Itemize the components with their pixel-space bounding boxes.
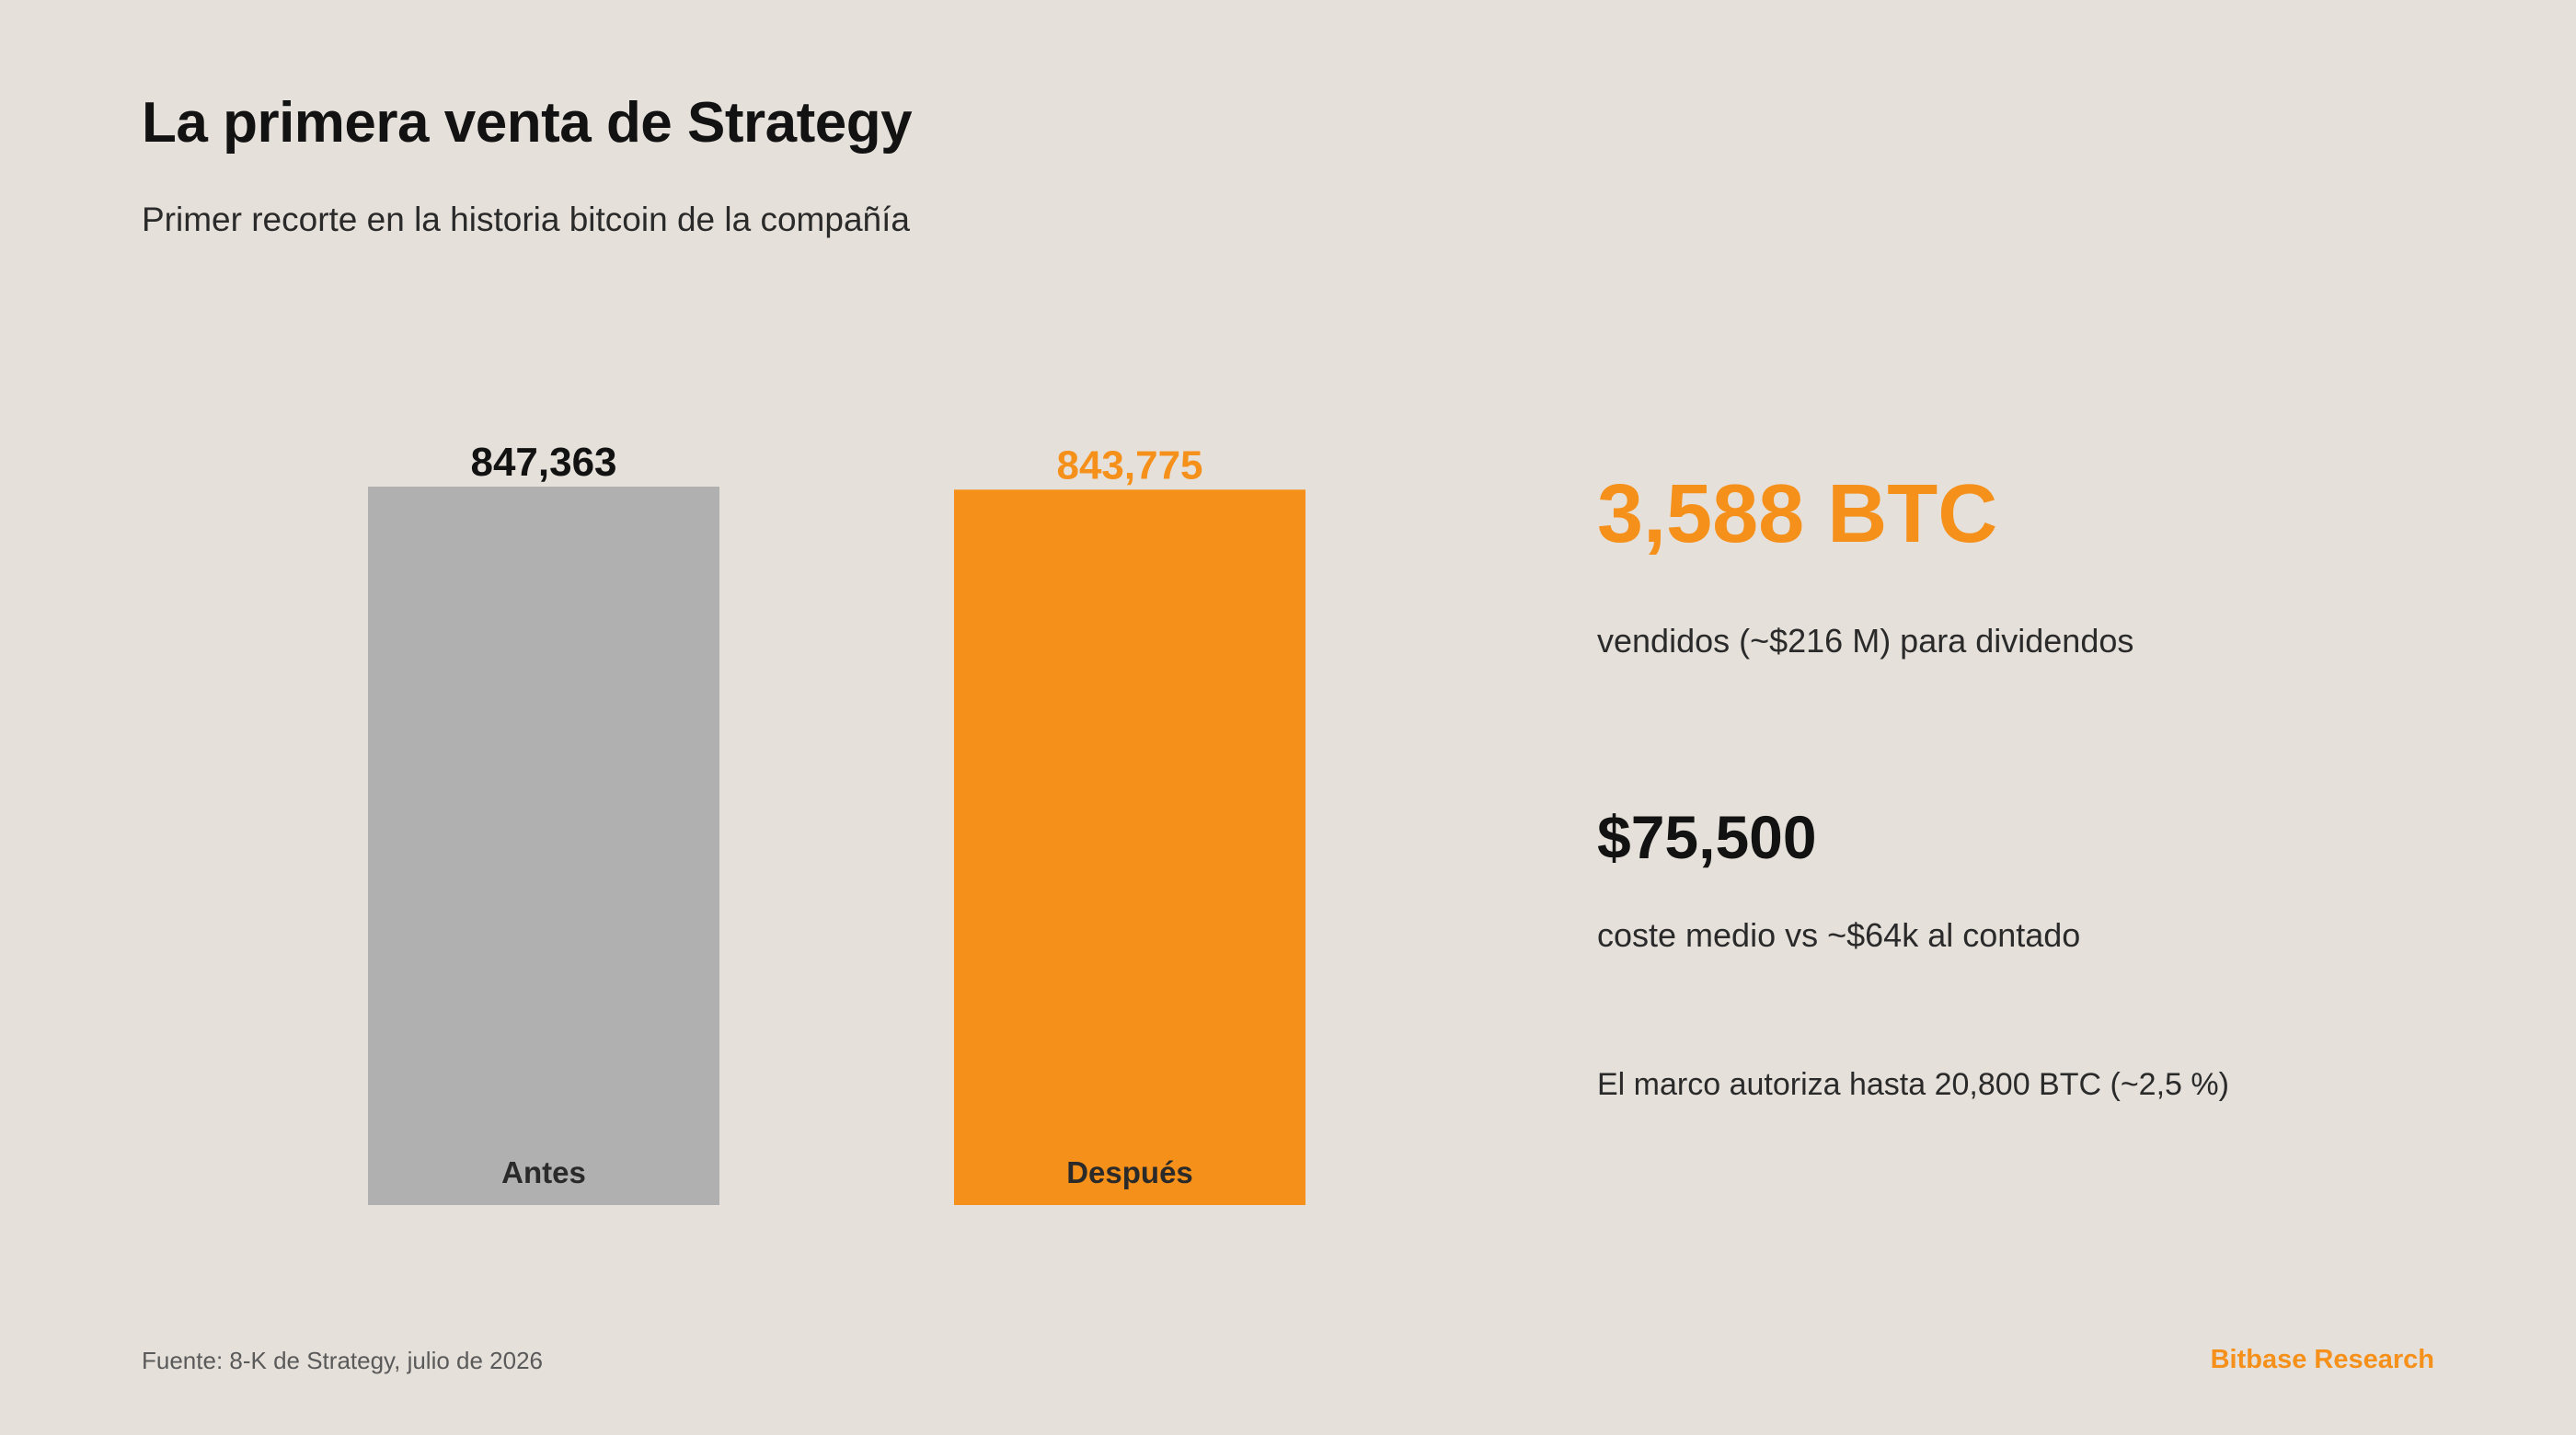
bar-category-label: Antes	[501, 1155, 586, 1189]
bar-chart: 847,363 Antes 843,775 Después	[368, 440, 1305, 1205]
page-subtitle: Primer recorte en la historia bitcoin de…	[142, 201, 910, 238]
bar-value-label: 843,775	[1056, 442, 1202, 488]
bar-antes	[368, 487, 719, 1205]
btc-sold-description: vendidos (~$216 M) para dividendos	[1597, 622, 2134, 660]
bar-category-label: Después	[1066, 1155, 1193, 1189]
bar-value-label: 847,363	[470, 440, 616, 485]
bar-despues	[954, 489, 1305, 1205]
source-note: Fuente: 8-K de Strategy, julio de 2026	[142, 1347, 544, 1374]
average-cost-value: $75,500	[1597, 803, 1817, 871]
average-cost-description: coste medio vs ~$64k al contado	[1597, 916, 2081, 954]
btc-sold-value: 3,588 BTC	[1597, 468, 1998, 560]
page-title: La primera venta de Strategy	[142, 91, 913, 155]
authorization-note: El marco autoriza hasta 20,800 BTC (~2,5…	[1597, 1067, 2229, 1102]
brand-name: Bitbase Research	[2210, 1345, 2434, 1374]
